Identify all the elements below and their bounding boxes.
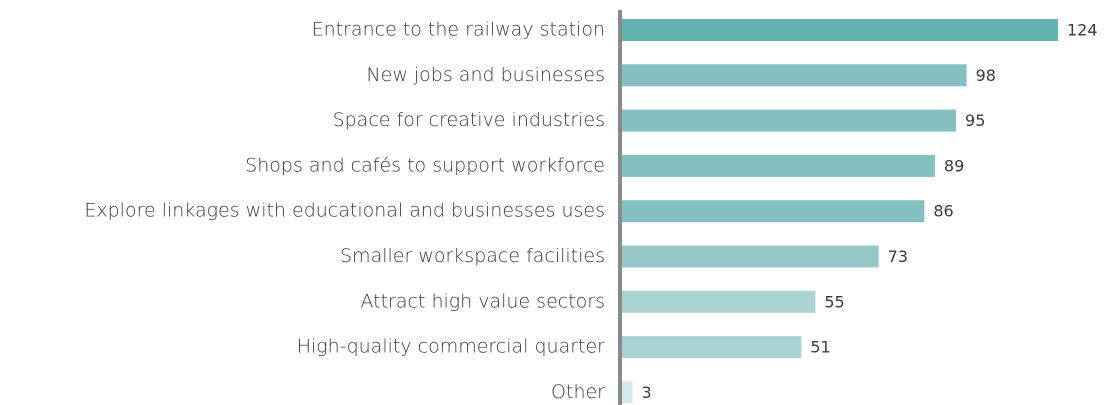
bar [622,381,633,404]
value-label: 98 [976,66,996,85]
value-label: 51 [810,338,830,357]
category-label: Other [551,381,605,403]
value-label: 3 [642,383,652,402]
bar [622,154,935,177]
value-label: 55 [824,292,844,311]
bar [622,245,879,268]
value-label: 89 [944,156,964,175]
category-label: Smaller workspace facilities [340,245,605,267]
bar [622,19,1058,41]
category-label: Attract high value sectors [360,290,605,312]
category-label: High-quality commercial quarter [297,336,605,358]
category-label: Entrance to the railway station [312,19,605,41]
bar [622,290,816,313]
value-label: 86 [933,202,953,221]
value-label: 124 [1067,21,1098,40]
bar [622,64,967,87]
value-label: 95 [965,111,985,130]
category-label: New jobs and businesses [366,64,605,86]
value-label: 73 [888,247,908,266]
category-label: Explore linkages with educational and bu… [84,200,605,222]
category-label: Space for creative industries [333,109,605,131]
bar [622,200,925,223]
category-label: Shops and cafés to support workforce [245,154,605,176]
bar [622,109,957,132]
bar [622,336,802,359]
